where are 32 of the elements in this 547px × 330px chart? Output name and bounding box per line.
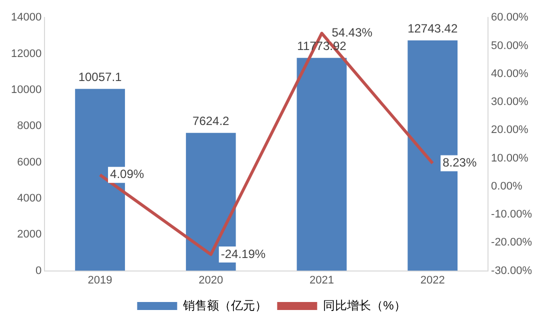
y-tick-label: 10000: [10, 84, 42, 96]
y-tick-label: 4000: [17, 192, 42, 204]
y2-tick-label: 40.00%: [491, 68, 529, 80]
bar: [296, 58, 347, 271]
data-label: -24.19%: [220, 246, 266, 261]
y2-tick-label: -30.00%: [491, 264, 532, 277]
y2-tick-label: -10.00%: [491, 208, 532, 221]
y2-tick-label: 10.00%: [491, 152, 529, 164]
y2-tick-label: -20.00%: [491, 236, 532, 249]
y2-tick-label: 30.00%: [491, 96, 529, 108]
x-tick-label: 2022: [420, 274, 445, 286]
data-label: 12743.42: [408, 22, 458, 36]
x-tick-label: 2019: [88, 274, 112, 286]
y-tick-label: 6000: [17, 156, 42, 168]
x-tick-label: 2021: [309, 274, 334, 286]
y2-tick-label: 60.00%: [491, 12, 529, 24]
y-tick-label: 8000: [17, 120, 42, 132]
y-tick-label: 12000: [10, 48, 42, 60]
y-tick-label: 14000: [10, 12, 42, 24]
y2-tick-label: 20.00%: [491, 124, 529, 136]
x-tick-label: 2020: [198, 274, 224, 286]
y2-tick-label: 50.00%: [491, 40, 529, 52]
y-tick-label: 0: [35, 264, 42, 277]
data-label: 7624.2: [192, 114, 230, 128]
data-label: 4.09%: [110, 167, 144, 182]
data-label: 54.43%: [332, 26, 373, 40]
data-label: 10057.1: [78, 70, 122, 84]
y2-tick-label: 0.00%: [491, 180, 522, 192]
legend-label: 销售额（亿元）: [182, 298, 268, 312]
y-tick-label: 2000: [17, 228, 42, 241]
data-label: 8.23%: [442, 156, 477, 170]
legend-label: 同比增长（%）: [323, 298, 406, 312]
